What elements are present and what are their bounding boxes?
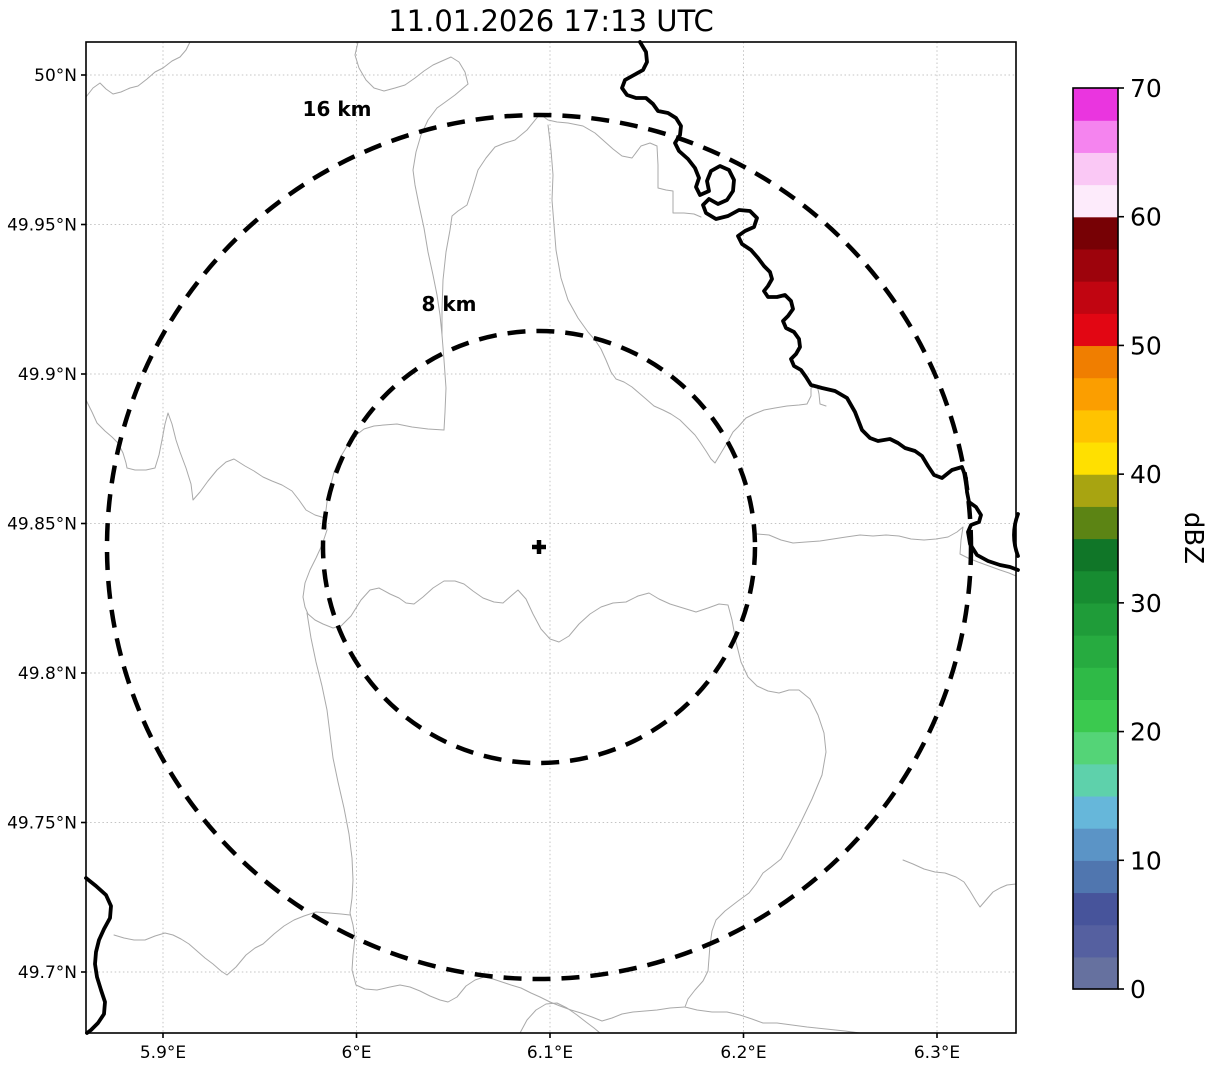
colorbar-segment: [1073, 409, 1118, 443]
x-tick-label: 6°E: [341, 1043, 371, 1063]
colorbar-segment: [1073, 956, 1118, 990]
range-ring-8km: [320, 328, 758, 766]
radar-site-plus-marker: [532, 540, 546, 554]
colorbar-segment: [1073, 184, 1118, 218]
range-ring-16km-label: 16 km: [303, 97, 372, 121]
colorbar-segment: [1073, 635, 1118, 668]
range-rings: 16 km 8 km: [104, 97, 974, 982]
colorbar-segment: [1073, 699, 1118, 733]
y-tick-label: 49.85°N: [7, 515, 77, 535]
colorbar-segment: [1073, 216, 1118, 250]
x-tick-label: 6.3°E: [914, 1043, 960, 1063]
x-tick-label: 6.1°E: [527, 1043, 573, 1063]
colorbar-tick-label: 10: [1130, 846, 1162, 875]
colorbar-segment: [1073, 377, 1118, 411]
colorbar-segment: [1073, 281, 1118, 314]
colorbar-tick-label: 50: [1130, 331, 1162, 360]
colorbar-tick-label: 20: [1130, 718, 1162, 747]
colorbar-segment: [1073, 313, 1118, 347]
colorbar-segment: [1073, 345, 1118, 379]
colorbar-segment: [1073, 892, 1118, 926]
river-border-southwest: [84, 876, 113, 1035]
colorbar-frame: [1072, 87, 1119, 990]
colorbar-segment: [1073, 538, 1118, 572]
colorbar-segment: [1073, 248, 1118, 282]
colorbar-segment: [1073, 860, 1118, 894]
y-tick-label: 49.7°N: [18, 963, 77, 983]
x-tick-label: 5.9°E: [140, 1043, 186, 1063]
colorbar-segment: [1073, 88, 1118, 121]
x-tick-label: 6.2°E: [720, 1043, 766, 1063]
colorbar-segment: [1073, 120, 1118, 153]
colorbar-segment: [1073, 731, 1118, 765]
map-plot-frame: [85, 41, 1017, 1034]
colorbar-tick-label: 70: [1130, 74, 1162, 103]
river-border-lines: [84, 40, 1020, 1035]
y-tick-label: 50°N: [34, 66, 77, 86]
colorbar-segment: [1073, 474, 1118, 507]
y-tick-label: 49.95°N: [7, 216, 77, 236]
colorbar-segment: [1073, 570, 1118, 604]
colorbar-tick-label: 30: [1130, 589, 1162, 618]
colorbar-segment: [1073, 828, 1118, 861]
colorbar-segment: [1073, 441, 1118, 475]
figure-title: 11.01.2026 17:13 UTC: [388, 4, 714, 38]
river-border-east: [620, 40, 1020, 572]
admin-boundary-lines: [85, 41, 1017, 1034]
colorbar-segment: [1073, 602, 1118, 636]
colorbar-segment: [1073, 667, 1118, 700]
colorbar-segment: [1073, 763, 1118, 797]
colorbar-tick-label: 0: [1130, 975, 1146, 1004]
colorbar: 0 10 20 30 40 50 60 70: [1073, 74, 1162, 1004]
colorbar-segment: [1073, 924, 1118, 958]
y-tick-label: 49.9°N: [18, 365, 77, 385]
y-tick-label: 49.75°N: [7, 814, 77, 834]
colorbar-segment: [1073, 795, 1118, 829]
axis-ticks: 5.9°E 6°E 6.1°E 6.2°E 6.3°E 50°N 49.95°N 49.9°N…: [7, 66, 960, 1063]
colorbar-tick-label: 60: [1130, 203, 1162, 232]
grid-lines: [86, 42, 1016, 1033]
colorbar-segment: [1073, 152, 1118, 186]
range-ring-16km: [104, 112, 974, 982]
range-ring-8km-label: 8 km: [421, 292, 476, 316]
colorbar-axis-label: dBZ: [1178, 512, 1207, 564]
colorbar-segment: [1073, 506, 1118, 540]
y-tick-label: 49.8°N: [18, 664, 77, 684]
river-border-east-edge: [1012, 512, 1020, 558]
colorbar-tick-label: 40: [1130, 460, 1162, 489]
